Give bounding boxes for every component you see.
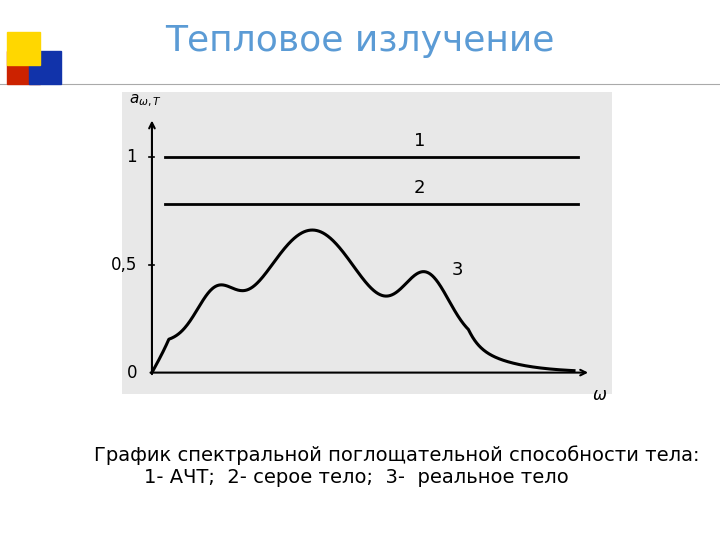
Text: $a_{\omega,T}$: $a_{\omega,T}$ <box>129 93 162 109</box>
Text: 1: 1 <box>127 147 138 166</box>
Text: График спектральной поглощательной способности тела:
        1- АЧТ;  2- серое т: График спектральной поглощательной спосо… <box>94 446 699 487</box>
Text: 2: 2 <box>413 179 425 197</box>
Text: 0: 0 <box>127 363 138 382</box>
Text: $\omega$: $\omega$ <box>592 386 607 403</box>
Text: Тепловое излучение: Тепловое излучение <box>166 24 554 58</box>
Text: 1: 1 <box>413 132 425 150</box>
Text: 3: 3 <box>451 261 463 279</box>
Text: 0,5: 0,5 <box>111 255 138 274</box>
